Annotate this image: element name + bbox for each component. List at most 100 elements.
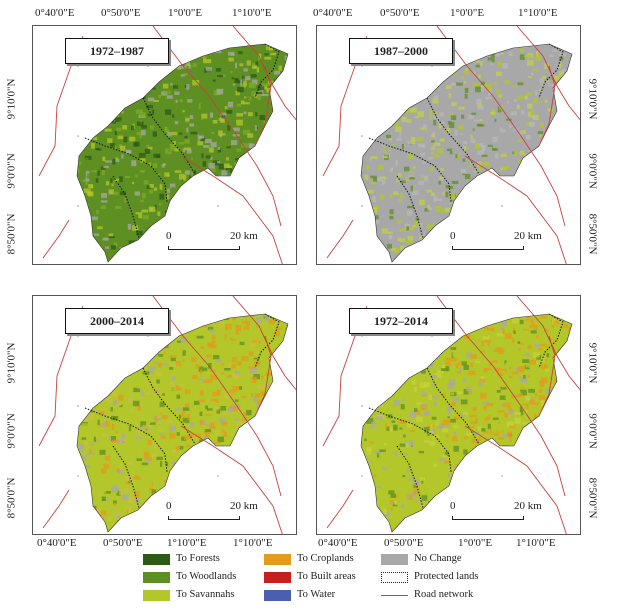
map-panel-1972-2014: 1972–2014 0 20 km bbox=[316, 295, 581, 535]
legend-swatch bbox=[381, 554, 408, 565]
graticule-mark bbox=[77, 205, 79, 207]
legend-label: Protected lands bbox=[414, 571, 479, 582]
legend-label: To Croplands bbox=[297, 553, 354, 564]
study-area bbox=[77, 44, 288, 262]
map-panel-2000-2014: 2000–2014 0 20 km bbox=[32, 295, 297, 535]
graticule-mark bbox=[501, 475, 503, 477]
scale-bar: 0 20 km bbox=[450, 230, 542, 250]
lat-tick-label: 9°10'0"N bbox=[5, 78, 18, 120]
graticule-mark bbox=[361, 335, 363, 337]
protected-land-boundary bbox=[368, 43, 564, 239]
graticule-mark bbox=[77, 405, 79, 407]
period-label: 2000–2014 bbox=[65, 308, 169, 334]
protected-land-boundary bbox=[84, 43, 280, 239]
road bbox=[180, 155, 283, 264]
road bbox=[516, 26, 580, 121]
legend-swatch bbox=[381, 572, 408, 583]
lon-tick-label: 0°50'0"E bbox=[384, 537, 424, 549]
lon-tick-label: 0°50'0"E bbox=[380, 7, 420, 19]
scale-line bbox=[452, 516, 524, 520]
road bbox=[180, 425, 283, 534]
scale-line bbox=[452, 246, 524, 250]
graticule-mark bbox=[77, 65, 79, 67]
graticule-mark bbox=[361, 65, 363, 67]
legend-label: Road network bbox=[414, 589, 474, 600]
road bbox=[42, 489, 70, 529]
road bbox=[232, 296, 296, 391]
lon-tick-label: 0°40'0"E bbox=[37, 537, 77, 549]
lat-tick-label: 9°10'0"N bbox=[586, 78, 599, 120]
road bbox=[464, 155, 567, 264]
lat-tick-label: 9°10'0"N bbox=[586, 342, 599, 384]
road bbox=[232, 26, 296, 121]
lon-tick-label: 1°0'0"E bbox=[168, 7, 203, 19]
lat-tick-label: 9°0'0"N bbox=[586, 153, 599, 189]
lon-tick-label: 0°50'0"E bbox=[103, 537, 143, 549]
scale-start: 0 bbox=[166, 500, 172, 512]
graticule-mark bbox=[147, 65, 149, 67]
road bbox=[326, 219, 354, 259]
graticule-mark bbox=[501, 205, 503, 207]
scale-bar: 0 20 km bbox=[450, 500, 542, 520]
graticule-mark bbox=[361, 475, 363, 477]
lat-tick-label: 9°0'0"N bbox=[5, 413, 18, 449]
protected-land-boundary bbox=[84, 313, 280, 509]
lon-tick-label: 1°10'0"E bbox=[167, 537, 207, 549]
period-label: 1972–1987 bbox=[65, 38, 169, 64]
scale-end: 20 km bbox=[230, 500, 258, 512]
map-panel-1972-1987: 1972–1987 0 20 km bbox=[32, 25, 297, 265]
period-label: 1987–2000 bbox=[349, 38, 453, 64]
map-panel-1987-2000: 1987–2000 0 20 km bbox=[316, 25, 581, 265]
map-graphic bbox=[38, 296, 296, 534]
road bbox=[326, 489, 354, 529]
scale-start: 0 bbox=[166, 230, 172, 242]
scale-line bbox=[168, 246, 240, 250]
legend-label: To Forests bbox=[176, 553, 220, 564]
lat-tick-label: 8°50'0"N bbox=[586, 213, 599, 255]
road bbox=[436, 296, 566, 497]
study-area-outline bbox=[76, 43, 289, 263]
scale-end: 20 km bbox=[514, 500, 542, 512]
graticule-mark bbox=[361, 205, 363, 207]
graticule-mark bbox=[77, 335, 79, 337]
map-graphic bbox=[38, 26, 296, 264]
period-label: 1972–2014 bbox=[349, 308, 453, 334]
road bbox=[152, 26, 282, 227]
graticule-mark bbox=[217, 205, 219, 207]
map-graphic bbox=[322, 296, 580, 534]
graticule-mark bbox=[431, 65, 433, 67]
road bbox=[464, 425, 567, 534]
legend-label: To Savannahs bbox=[176, 589, 235, 600]
lon-tick-label: 1°10'0"E bbox=[232, 7, 272, 19]
graticule-mark bbox=[147, 335, 149, 337]
legend-swatch bbox=[143, 572, 170, 583]
legend-swatch bbox=[143, 590, 170, 601]
scale-end: 20 km bbox=[230, 230, 258, 242]
scale-bar: 0 20 km bbox=[166, 500, 258, 520]
protected-land-boundary bbox=[368, 313, 564, 509]
lat-tick-label: 8°50'0"N bbox=[5, 477, 18, 519]
graticule-mark bbox=[217, 475, 219, 477]
study-area-outline bbox=[360, 313, 573, 533]
scale-end: 20 km bbox=[514, 230, 542, 242]
graticule-mark bbox=[431, 335, 433, 337]
scale-start: 0 bbox=[450, 230, 456, 242]
road bbox=[42, 219, 70, 259]
graticule-mark bbox=[361, 405, 363, 407]
lon-tick-label: 0°40'0"E bbox=[318, 537, 358, 549]
legend-label: No Change bbox=[414, 553, 462, 564]
legend-label: To Built areas bbox=[297, 571, 356, 582]
lon-tick-label: 1°0'0"E bbox=[450, 7, 485, 19]
road bbox=[436, 26, 566, 227]
legend-swatch bbox=[264, 572, 291, 583]
legend-swatch bbox=[381, 595, 408, 596]
graticule-mark bbox=[77, 135, 79, 137]
lat-tick-label: 8°50'0"N bbox=[586, 477, 599, 519]
lat-tick-label: 9°0'0"N bbox=[586, 413, 599, 449]
lon-tick-label: 1°10'0"E bbox=[518, 7, 558, 19]
lon-tick-label: 0°40'0"E bbox=[313, 7, 353, 19]
lon-tick-label: 0°40'0"E bbox=[35, 7, 75, 19]
legend-swatch bbox=[264, 590, 291, 601]
road bbox=[254, 335, 272, 417]
study-area-outline bbox=[360, 43, 573, 263]
